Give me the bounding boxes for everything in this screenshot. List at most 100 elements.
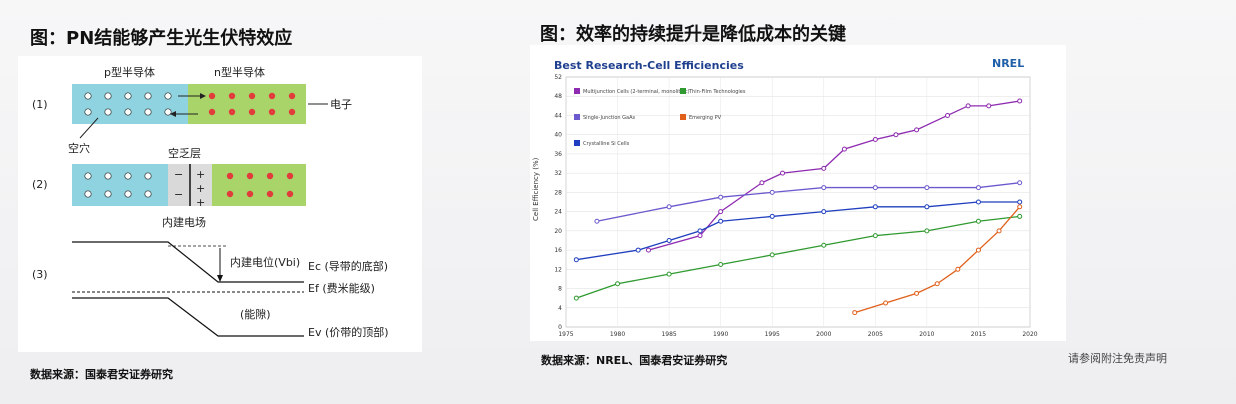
- electron-dot: [266, 190, 274, 198]
- x-tick-label: 2015: [971, 331, 986, 338]
- hole-dot: [84, 172, 92, 180]
- legend-swatch: [574, 140, 580, 146]
- legend-swatch: [574, 114, 580, 120]
- valence-band-line: [72, 297, 304, 337]
- y-tick-label: 48: [554, 93, 562, 100]
- electron-dot: [228, 108, 236, 116]
- built-in-potential-label: 内建电位(Vbi): [230, 255, 300, 269]
- y-tick-label: 12: [554, 266, 562, 273]
- legend-entry: Single-Junction GaAs: [583, 115, 636, 121]
- data-point: [1017, 213, 1023, 219]
- minus-sign: −: [174, 168, 183, 181]
- data-point: [697, 233, 703, 239]
- data-point: [986, 103, 992, 109]
- plus-sign: +: [196, 168, 205, 181]
- y-tick-label: 8: [558, 286, 562, 293]
- data-point: [645, 247, 651, 253]
- p-region-2: [72, 164, 168, 206]
- n-type-label: n型半导体: [214, 65, 265, 79]
- pn-junction-diagram: (1) (2) (3) p型半导体 n型半导体 电子 空穴 空乏层 − − + …: [18, 56, 422, 352]
- electron-dot: [226, 172, 234, 180]
- p-region-1: [72, 84, 188, 124]
- data-point: [718, 209, 724, 215]
- x-tick-label: 2010: [919, 331, 934, 338]
- hole-label: 空穴: [68, 141, 90, 155]
- hole-dot: [144, 108, 152, 116]
- hole-dot: [144, 172, 152, 180]
- x-tick-label: 1980: [610, 331, 625, 338]
- y-tick-label: 40: [554, 132, 562, 139]
- left-source-note: 数据来源：国泰君安证券研究: [30, 368, 173, 381]
- electron-dot: [286, 190, 294, 198]
- chart-series: [573, 98, 1023, 316]
- ec-label: Ec (导带的底部): [308, 259, 388, 273]
- n-region-2: [212, 164, 306, 206]
- right-source-note: 数据来源：NREL、国泰君安证券研究: [541, 354, 728, 367]
- holes-row2: [84, 172, 152, 198]
- plot-frame: [565, 76, 1031, 328]
- data-point: [955, 266, 961, 272]
- data-point: [718, 194, 724, 200]
- y-tick-label: 28: [554, 189, 562, 196]
- chart-title: Best Research-Cell Efficiencies: [554, 59, 744, 72]
- data-point: [975, 247, 981, 253]
- data-point: [1017, 180, 1023, 186]
- data-point: [934, 281, 940, 287]
- chart-legend: Multijunction Cells (2-terminal, monolit…: [574, 88, 746, 147]
- data-point: [769, 189, 775, 195]
- data-point: [914, 127, 920, 133]
- hole-dot: [124, 108, 132, 116]
- potential-arrow-head: [217, 275, 223, 282]
- band-gap-label: (能隙): [240, 307, 271, 321]
- electrons-row2: [226, 172, 294, 198]
- y-tick-label: 44: [554, 112, 562, 119]
- electron-dot: [208, 92, 216, 100]
- chart-grid: [565, 76, 1031, 328]
- depletion-n-side: [190, 164, 212, 206]
- y-axis-label: Cell Efficiency (%): [532, 157, 540, 221]
- x-tick-label: 1975: [558, 331, 573, 338]
- conduction-band-line: [72, 241, 304, 283]
- data-point: [924, 228, 930, 234]
- data-point: [872, 185, 878, 191]
- disclaimer-note: 请参阅附注免责声明: [1068, 352, 1167, 365]
- data-point: [635, 247, 641, 253]
- arrow-left-head: [170, 111, 176, 117]
- ev-label: Ev (价带的顶部): [308, 325, 389, 339]
- legend-entry: Emerging PV: [689, 115, 722, 121]
- right-figure-title: 图：效率的持续提升是降低成本的关键: [540, 24, 846, 45]
- y-tick-label: 20: [554, 228, 562, 235]
- y-tick-label: 52: [554, 74, 562, 81]
- y-tick-label: 32: [554, 170, 562, 177]
- data-point: [1017, 204, 1023, 210]
- data-point: [573, 257, 579, 263]
- data-point: [945, 112, 951, 118]
- electron-dot: [246, 190, 254, 198]
- holes-row1: [84, 92, 172, 116]
- electron-dot: [246, 172, 254, 180]
- hole-pointer: [79, 117, 99, 139]
- hole-dot: [124, 92, 132, 100]
- plus-sign: +: [196, 182, 205, 195]
- data-point: [872, 204, 878, 210]
- row-label-1: (1): [32, 98, 48, 111]
- data-point: [821, 185, 827, 191]
- built-in-field-label: 内建电场: [162, 215, 206, 229]
- electron-label: 电子: [330, 98, 352, 111]
- electron-dot: [226, 190, 234, 198]
- data-point: [759, 180, 765, 186]
- data-point: [996, 228, 1002, 234]
- electron-dot: [268, 92, 276, 100]
- data-point: [914, 290, 920, 296]
- x-tick-label: 2020: [1022, 331, 1037, 338]
- data-point: [769, 213, 775, 219]
- data-point: [883, 300, 889, 306]
- x-tick-label: 2000: [816, 331, 831, 338]
- legend-entry: Thin-Film Technologies: [688, 89, 746, 95]
- y-tick-label: 0: [558, 324, 562, 331]
- pn-junction-svg: (1) (2) (3) p型半导体 n型半导体 电子 空穴 空乏层 − − + …: [32, 65, 389, 339]
- data-point: [893, 132, 899, 138]
- y-tick-label: 24: [554, 209, 562, 216]
- data-point: [841, 146, 847, 152]
- data-point: [573, 295, 579, 301]
